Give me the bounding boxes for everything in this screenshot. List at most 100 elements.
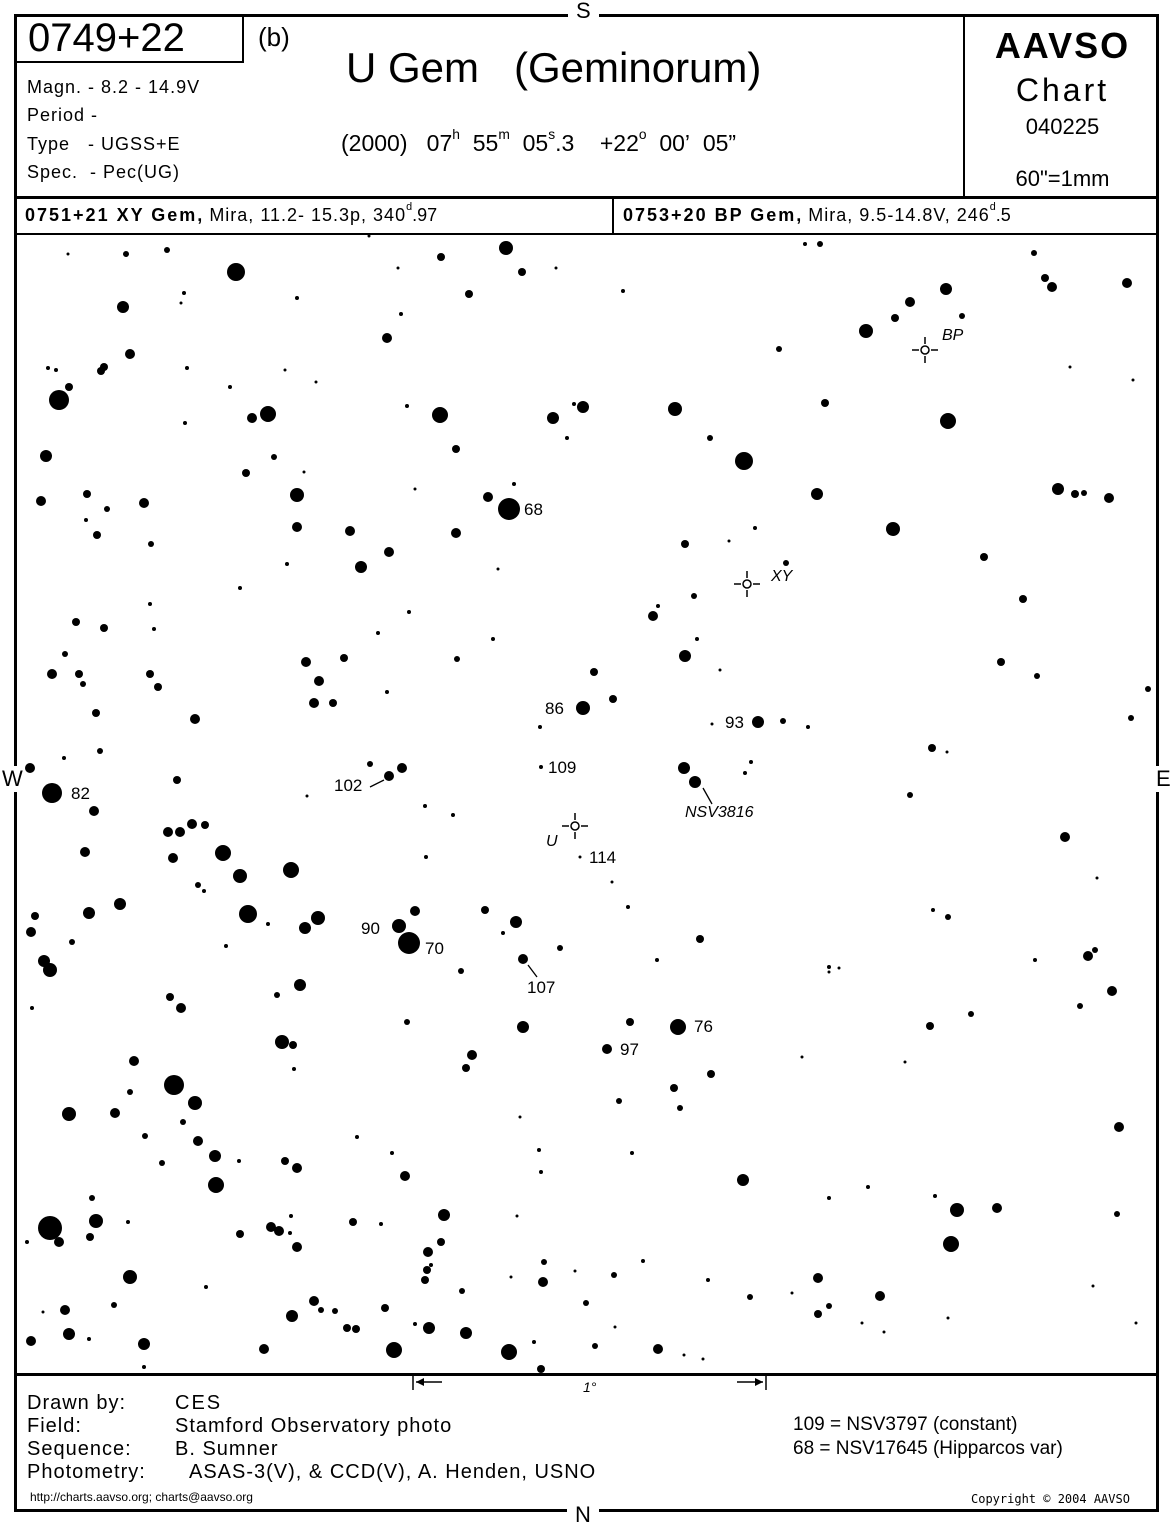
website-link[interactable]: http://charts.aavso.org; charts@aavso.or… [30, 1490, 253, 1504]
star [518, 268, 526, 276]
star [63, 1328, 75, 1340]
star [817, 241, 823, 247]
arrow-right-icon [755, 1378, 763, 1386]
star [517, 1021, 529, 1033]
star [458, 968, 464, 974]
compass-north: N [567, 1504, 599, 1526]
star [385, 690, 389, 694]
star [413, 1322, 417, 1326]
star [423, 1322, 435, 1334]
epoch: (2000) [341, 130, 408, 156]
star [997, 658, 1005, 666]
star [677, 1105, 683, 1111]
star [1104, 493, 1114, 503]
star [1052, 483, 1064, 495]
star [706, 1278, 710, 1282]
star [180, 1119, 186, 1125]
star [670, 1019, 686, 1035]
star [92, 709, 100, 717]
star [630, 1151, 634, 1155]
star [462, 1064, 470, 1072]
variable-marker-u [570, 821, 580, 831]
star [710, 722, 714, 726]
xy-gem-id: 0751+21 XY Gem, [25, 205, 205, 225]
star [62, 651, 68, 657]
star [187, 819, 197, 829]
star [592, 1343, 598, 1349]
star [611, 1272, 617, 1278]
label-76: 76 [694, 1017, 713, 1036]
star [309, 698, 319, 708]
star [367, 234, 371, 238]
star [208, 1177, 224, 1193]
star [626, 905, 630, 909]
star [682, 1353, 686, 1357]
star [238, 586, 242, 590]
aavso-logo-text: AAVSO [994, 25, 1131, 66]
star [1071, 490, 1079, 498]
star [138, 1338, 150, 1350]
label-102: 102 [334, 776, 363, 795]
star [89, 806, 99, 816]
sequence-label: Sequence: [27, 1438, 132, 1460]
label-86: 86 [545, 699, 564, 718]
star [950, 1203, 964, 1217]
aavso-box-divider [963, 14, 965, 197]
star [1145, 686, 1151, 692]
star [173, 776, 181, 784]
star [1091, 1284, 1095, 1288]
star [355, 1135, 359, 1139]
bp-gem-days: d [989, 201, 996, 213]
star [576, 701, 590, 715]
star [907, 792, 913, 798]
star [743, 771, 747, 775]
note-68: 68 = NSV17645 (Hipparcos var) [793, 1438, 1063, 1459]
star [959, 313, 965, 319]
variable-marker-bp [920, 345, 930, 355]
label-leader-line [369, 779, 385, 788]
star [390, 1151, 394, 1155]
star [190, 714, 200, 724]
star [176, 1003, 186, 1013]
star [159, 1160, 165, 1166]
ra-seconds: 05 [522, 130, 549, 156]
photometry-label: Photometry: [27, 1461, 146, 1483]
star [110, 1108, 120, 1118]
ra-seconds-frac: .3 [555, 130, 575, 156]
star [89, 1214, 103, 1228]
star [49, 390, 69, 410]
star [123, 251, 129, 257]
star [62, 756, 66, 760]
star [100, 624, 108, 632]
star [283, 368, 287, 372]
chart-id-box [14, 14, 244, 63]
star [465, 290, 473, 298]
star [382, 333, 392, 343]
star [537, 1148, 541, 1152]
star [283, 862, 299, 878]
chart-label: Chart [1015, 72, 1110, 108]
star [813, 1273, 823, 1283]
variables-row-divider [612, 197, 614, 234]
star [753, 526, 757, 530]
star [481, 906, 489, 914]
star [166, 993, 174, 1001]
label-109: 109 [548, 758, 577, 777]
star [168, 853, 178, 863]
star [424, 855, 428, 859]
star [656, 604, 660, 608]
star [379, 1222, 383, 1226]
star [292, 1163, 302, 1173]
star [701, 1357, 705, 1361]
star [518, 1115, 522, 1119]
star [1131, 378, 1135, 382]
header-divider [14, 196, 1159, 199]
star [36, 496, 46, 506]
star [305, 794, 309, 798]
star [80, 847, 90, 857]
star [66, 252, 70, 256]
star [242, 469, 250, 477]
star [1060, 832, 1070, 842]
star [992, 1203, 1002, 1213]
star [926, 1022, 934, 1030]
